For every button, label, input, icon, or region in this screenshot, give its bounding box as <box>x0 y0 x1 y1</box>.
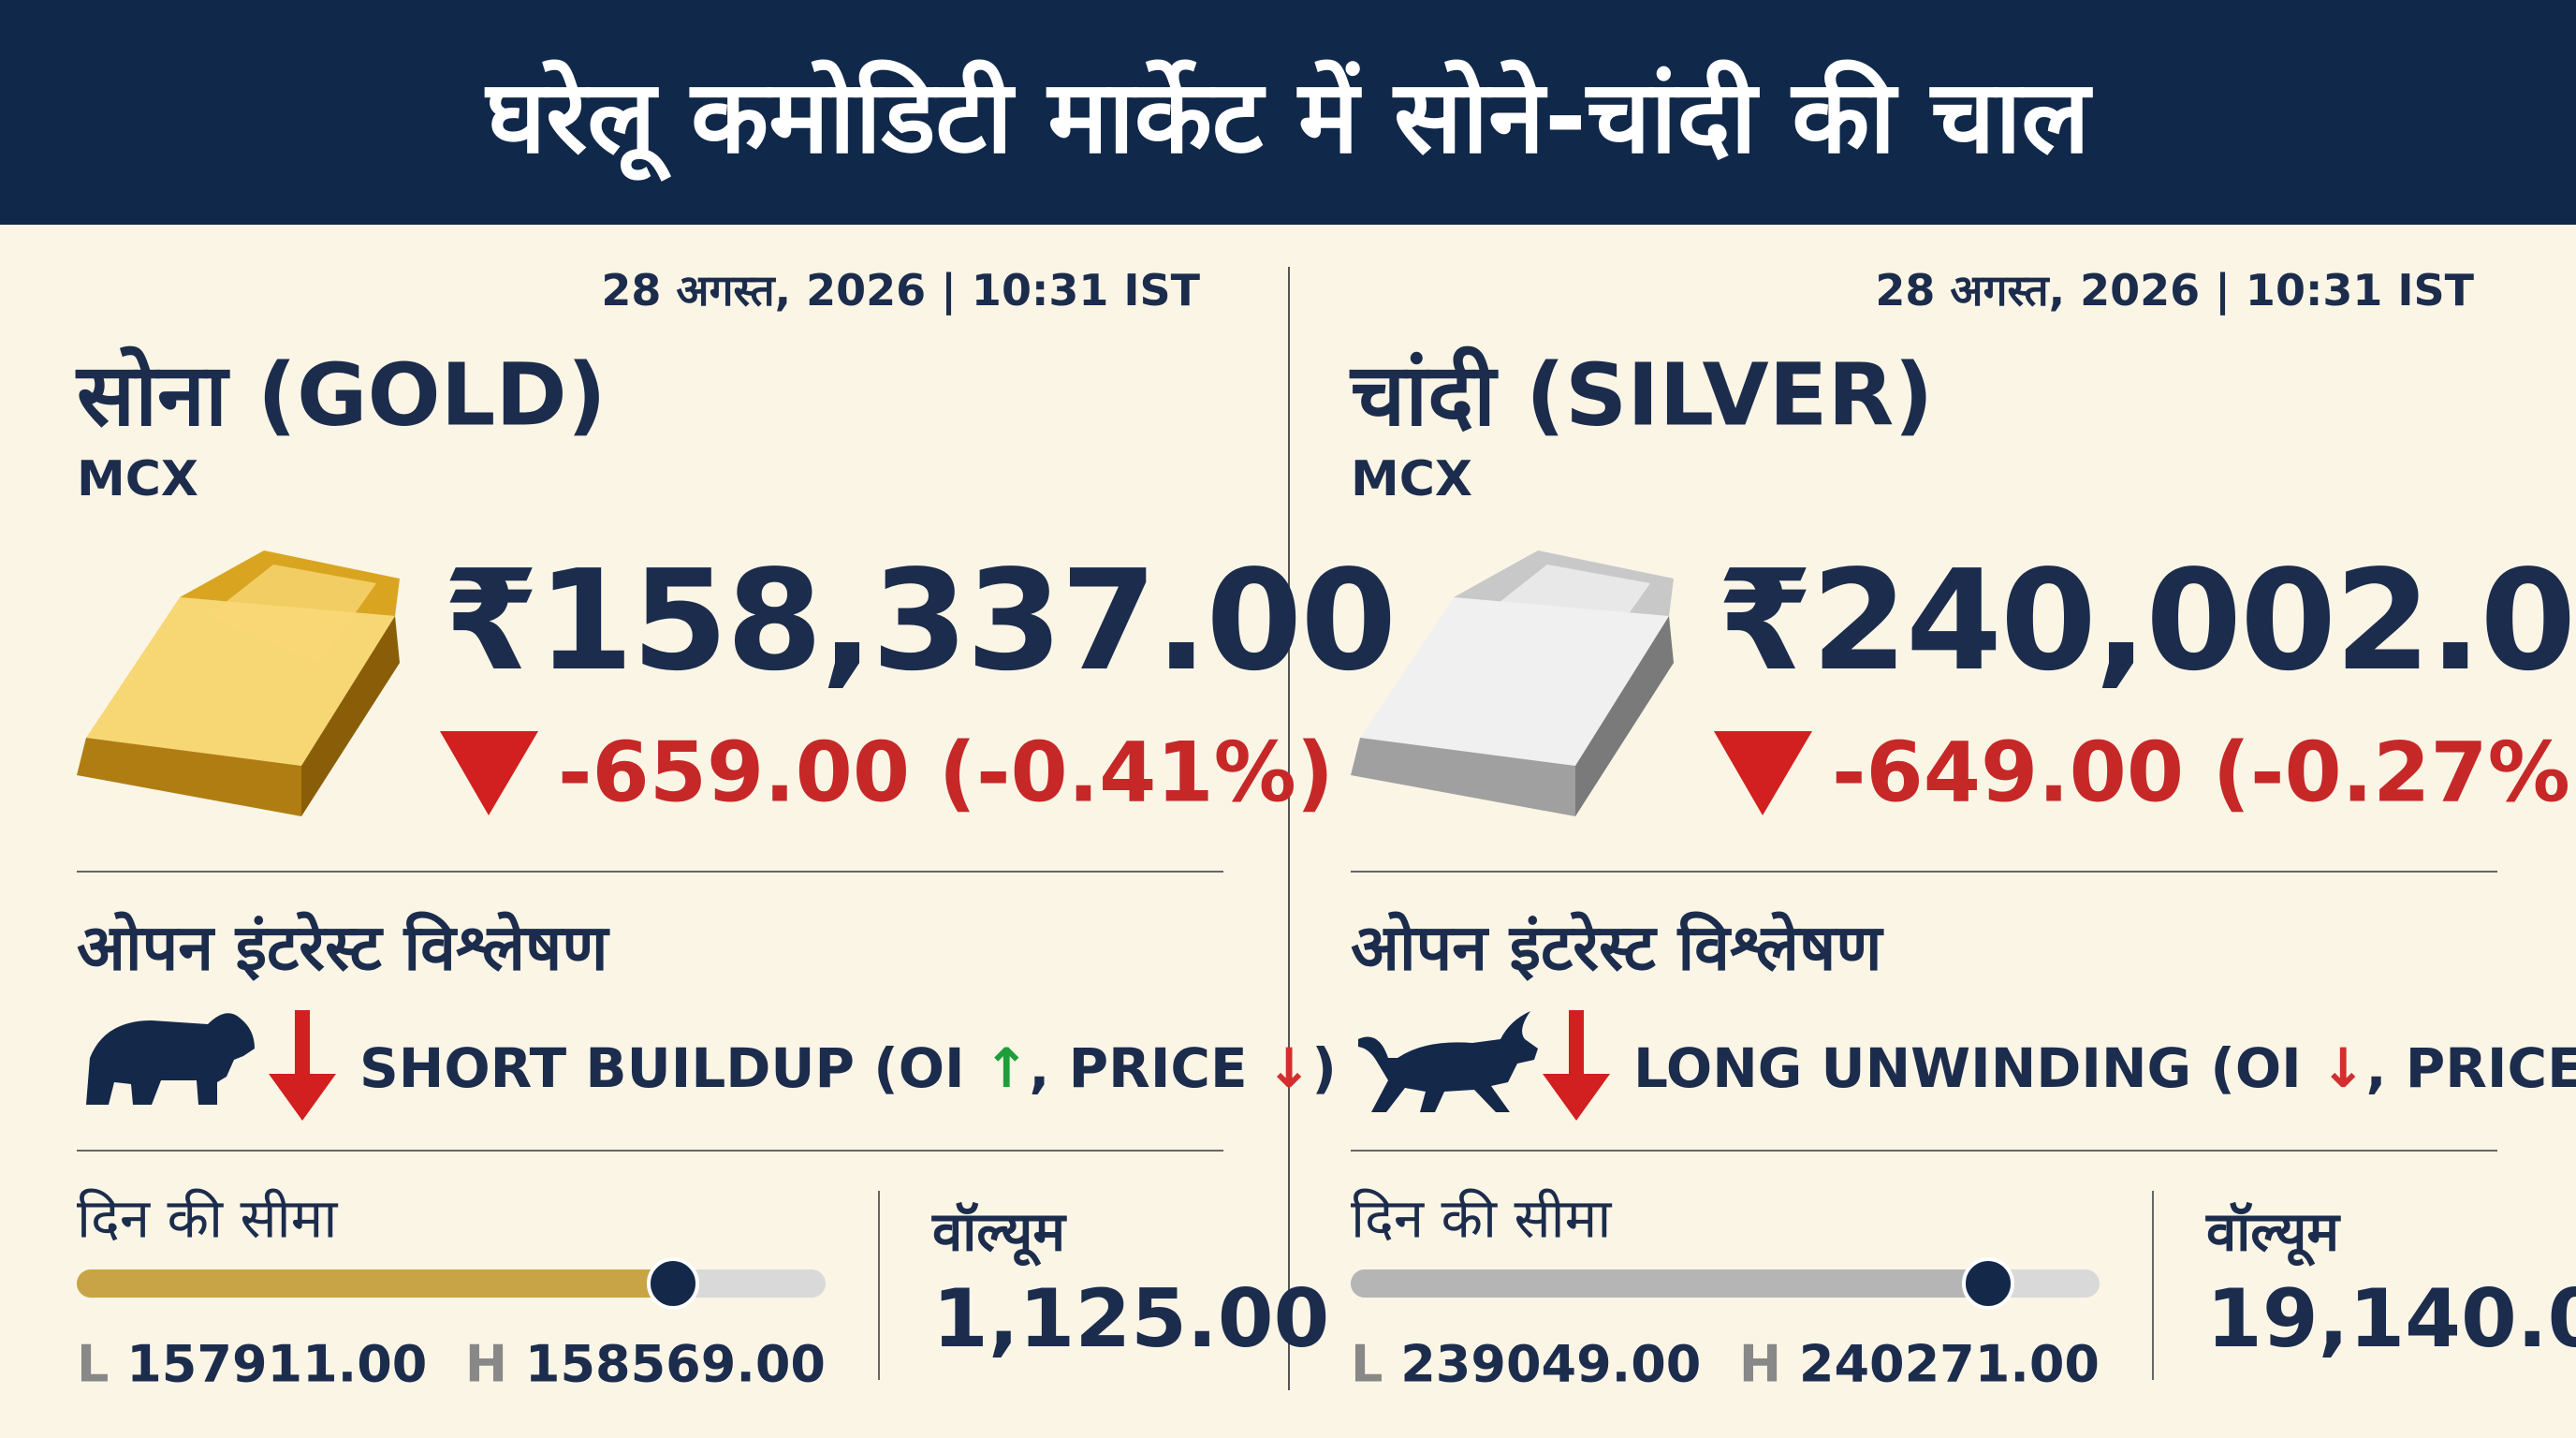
header: घरेलू कमोडिटी मार्केट में सोने-चांदी की … <box>0 0 2576 225</box>
separator <box>1351 871 2497 873</box>
down-arrow <box>269 1010 336 1121</box>
timestamp: 28 अगस्त, 2026 | 10:31 IST <box>601 265 1200 315</box>
oi-title: ओपन इंटरेस्ट विश्लेषण <box>1351 911 1882 986</box>
price-change: -649.00 (-0.27%) <box>1832 724 2576 821</box>
low: L 157911.00 <box>77 1335 427 1394</box>
volume-label: वॉल्यूम <box>2206 1199 2340 1264</box>
price: ₹240,002.00 <box>1717 540 2576 701</box>
range-fill <box>77 1269 673 1298</box>
volume-label: वॉल्यूम <box>932 1199 1066 1264</box>
signal-part: LONG UNWINDING (OI <box>1633 1036 2320 1100</box>
price-change: -659.00 (-0.41%) <box>558 724 1334 821</box>
signal-part: , PRICE <box>1029 1036 1266 1100</box>
signal-part: ↑ <box>983 1036 1030 1100</box>
exchange: MCX <box>77 451 198 507</box>
range-track <box>77 1257 826 1310</box>
bar-icon <box>77 550 400 816</box>
down-arrow <box>1543 1010 1610 1121</box>
high-label: H <box>1738 1334 1782 1394</box>
title: घरेलू कमोडिटी मार्केट में सोने-चांदी की … <box>486 58 2090 176</box>
signal-part: ↓ <box>1266 1036 1312 1100</box>
timestamp: 28 अगस्त, 2026 | 10:31 IST <box>1875 265 2474 315</box>
range-label: दिन की सीमा <box>1351 1186 1612 1251</box>
signal-part: , PRICE <box>2365 1036 2576 1100</box>
volume-divider <box>878 1191 880 1380</box>
signal-part: ) <box>1311 1036 1337 1100</box>
range-track <box>1351 1257 2100 1310</box>
range-knob <box>647 1257 699 1310</box>
exchange: MCX <box>1351 451 1472 507</box>
signal-part: SHORT BUILDUP (OI <box>359 1036 984 1100</box>
low: L 239049.00 <box>1351 1335 1701 1394</box>
range-label: दिन की सीमा <box>77 1186 338 1251</box>
signal-part: ↓ <box>2320 1036 2366 1100</box>
oi-signal: LONG UNWINDING (OI ↓, PRICE ↓) <box>1633 1036 2576 1100</box>
price: ₹158,337.00 <box>443 540 1397 701</box>
low-value: 157911.00 <box>126 1334 428 1394</box>
high-label: H <box>464 1334 508 1394</box>
low-label: L <box>77 1334 110 1394</box>
oi-signal: SHORT BUILDUP (OI ↑, PRICE ↓) <box>359 1036 1337 1100</box>
down-triangle <box>1714 731 1812 815</box>
divider <box>1288 267 1290 1390</box>
separator <box>77 1150 1223 1152</box>
high-value: 158569.00 <box>524 1334 826 1394</box>
range-fill <box>1351 1269 1988 1298</box>
volume-divider <box>2152 1191 2154 1380</box>
high: H 240271.00 <box>1739 1335 2100 1394</box>
commodity-name: सोना (GOLD) <box>77 345 607 446</box>
separator <box>1351 1150 2497 1152</box>
oi-title: ओपन इंटरेस्ट विश्लेषण <box>77 911 608 986</box>
animal-icon <box>86 1013 255 1105</box>
high: H 158569.00 <box>465 1335 826 1394</box>
high-value: 240271.00 <box>1798 1334 2100 1394</box>
low-value: 239049.00 <box>1400 1334 1702 1394</box>
bar-icon <box>1351 550 1674 816</box>
down-triangle <box>440 731 538 815</box>
volume: 1,125.00 <box>932 1272 1330 1366</box>
commodity-panel: 28 अगस्त, 2026 | 10:31 IST सोना (GOLD) M… <box>77 0 1397 1438</box>
range-knob <box>1962 1257 2014 1310</box>
commodity-panel: 28 अगस्त, 2026 | 10:31 IST चांदी (SILVER… <box>1351 0 2576 1438</box>
animal-icon <box>1358 1011 1538 1112</box>
commodity-name: चांदी (SILVER) <box>1351 345 1934 446</box>
separator <box>77 871 1223 873</box>
volume: 19,140.00 <box>2206 1272 2576 1366</box>
low-label: L <box>1351 1334 1383 1394</box>
